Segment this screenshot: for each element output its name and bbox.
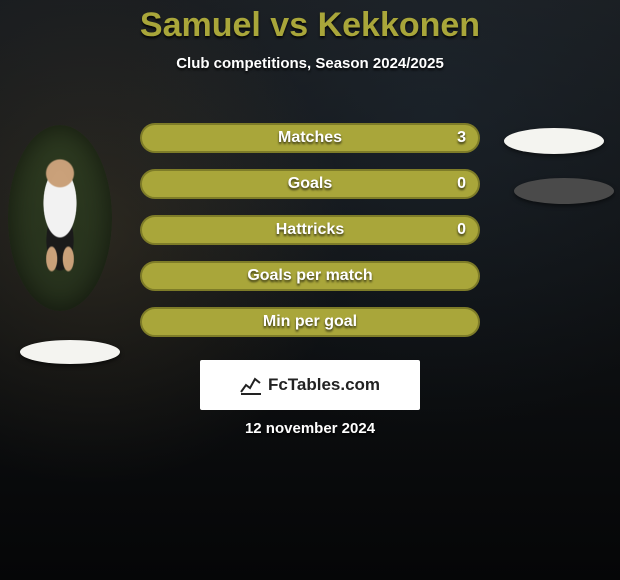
stat-label: Hattricks [142, 221, 478, 239]
stat-value-left: 0 [457, 221, 466, 239]
page-title: Samuel vs Kekkonen [0, 0, 620, 45]
stat-value-left: 3 [457, 129, 466, 147]
vs-text: vs [261, 6, 318, 44]
stat-label: Goals [142, 175, 478, 193]
stat-label: Goals per match [142, 267, 478, 285]
stat-row: Min per goal [140, 307, 480, 337]
stat-value-left: 0 [457, 175, 466, 193]
stat-row: Goals per match [140, 261, 480, 291]
attribution-badge[interactable]: FcTables.com [200, 360, 420, 410]
stat-label: Matches [142, 129, 478, 147]
player1-photo [8, 125, 112, 311]
side-pill [504, 128, 604, 154]
player2-name: Kekkonen [318, 6, 481, 44]
date: 12 november 2024 [0, 420, 620, 437]
stat-row: Matches3 [140, 123, 480, 153]
stat-row: Hattricks0 [140, 215, 480, 245]
stats-block: Matches3Goals0Hattricks0Goals per matchM… [140, 123, 480, 353]
stat-label: Min per goal [142, 313, 478, 331]
side-pill [514, 178, 614, 204]
card: Samuel vs Kekkonen Club competitions, Se… [0, 0, 620, 580]
player1-name: Samuel [140, 6, 261, 44]
chart-icon [240, 375, 262, 395]
attribution-text: FcTables.com [268, 375, 380, 395]
subtitle: Club competitions, Season 2024/2025 [0, 55, 620, 72]
player1-name-pill [20, 340, 120, 364]
stat-row: Goals0 [140, 169, 480, 199]
